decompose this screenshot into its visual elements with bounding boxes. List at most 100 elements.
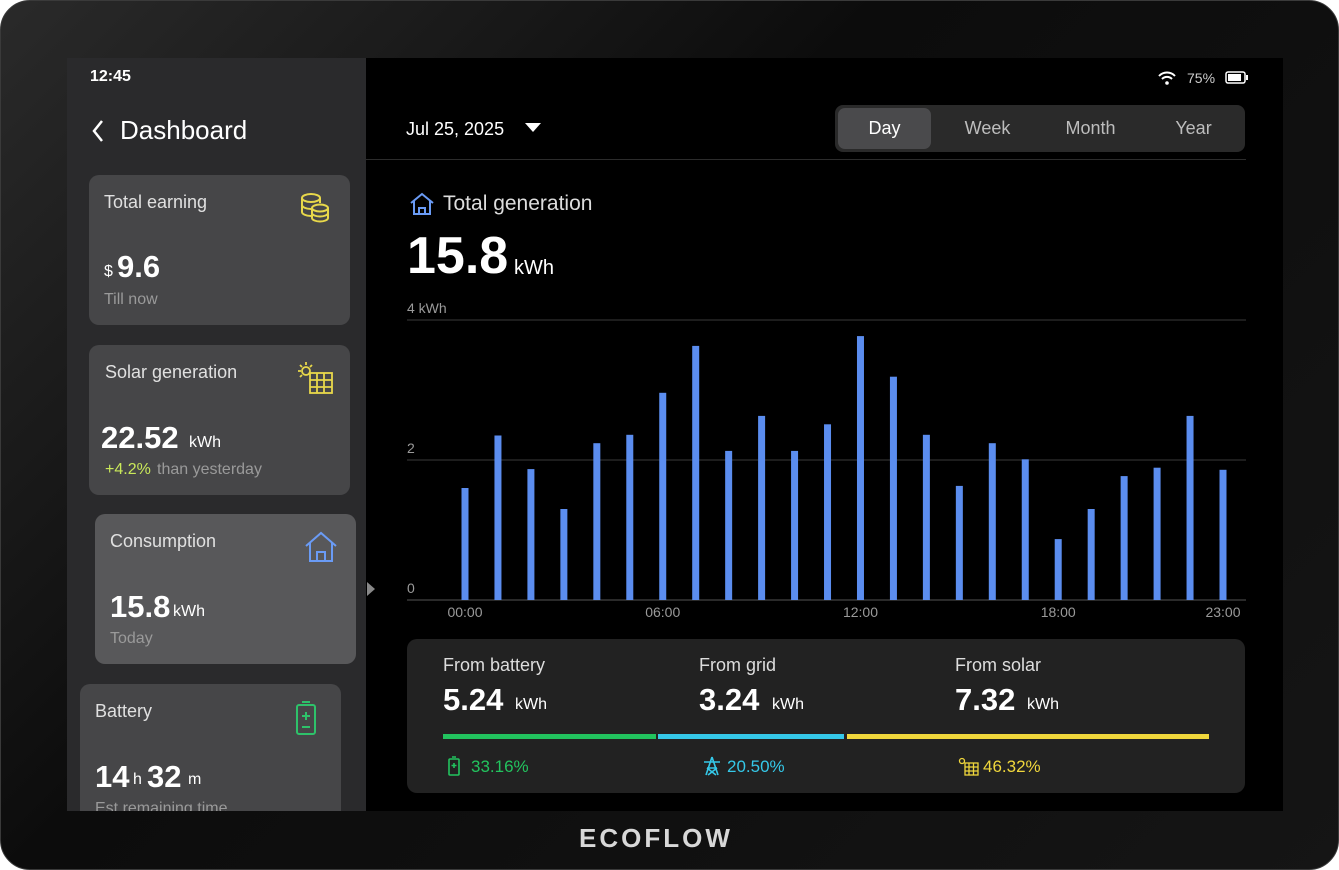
bar: [856, 336, 864, 600]
solar-card[interactable]: Solar generation 22.52 kWh +4.2% than ye…: [89, 345, 350, 495]
bar: [1153, 467, 1161, 600]
bar: [593, 443, 601, 600]
source-value: 5.24: [443, 682, 504, 717]
bar: [692, 345, 700, 600]
y-tick-label: 4 kWh: [407, 300, 447, 316]
battery-hours: 14: [95, 759, 130, 794]
tab[interactable]: Day: [838, 108, 931, 149]
consumption-unit: kWh: [173, 603, 205, 620]
card-note: than yesterday: [157, 461, 262, 478]
y-tick-label: 0: [407, 580, 415, 596]
share-bar: [443, 734, 656, 739]
battery-card[interactable]: Battery 14 h 32 m Est remaining time: [80, 684, 341, 811]
chart: 0 2 4 kWh 00:00 06:00 12:00 18:00 23:00: [407, 300, 1246, 620]
grid-icon: [704, 756, 720, 776]
bar: [922, 434, 930, 600]
home-icon: [410, 192, 434, 215]
tab[interactable]: Week: [964, 118, 1011, 138]
solar-unit: kWh: [189, 434, 221, 451]
share-bar: [658, 734, 844, 739]
x-tick-label: 00:00: [447, 604, 482, 620]
card-title: Consumption: [110, 531, 217, 551]
date-picker[interactable]: Jul 25, 2025: [406, 119, 505, 139]
consumption-value: 15.8: [110, 589, 171, 624]
card-title: Total earning: [104, 192, 208, 212]
bar: [824, 424, 832, 600]
minutes-unit: m: [188, 771, 202, 788]
card-title: Solar generation: [105, 362, 238, 382]
dropdown-icon[interactable]: [525, 123, 541, 133]
share-bar: [847, 734, 1209, 739]
card-note: Est remaining time: [95, 800, 228, 811]
total-value: 15.8: [407, 227, 509, 285]
back-icon[interactable]: [91, 119, 105, 143]
earning-value: 9.6: [117, 249, 161, 284]
source-label: From battery: [443, 655, 546, 675]
x-tick-label: 23:00: [1205, 604, 1240, 620]
breakdown-panel: From battery 5.24 kWh From grid 3.24 kWh…: [407, 639, 1245, 793]
sidebar: 12:45 Dashboard Total earning $ 9.6 Till…: [67, 58, 375, 811]
bar: [889, 376, 897, 600]
bar: [527, 469, 535, 600]
bar: [1021, 459, 1029, 600]
hours-unit: h: [133, 771, 142, 788]
tab[interactable]: Month: [1065, 118, 1116, 138]
x-tick-label: 06:00: [645, 604, 680, 620]
bar: [1120, 476, 1128, 600]
bar: [1186, 415, 1194, 600]
x-tick-label: 12:00: [843, 604, 878, 620]
card-title: Battery: [95, 701, 153, 721]
earning-card[interactable]: Total earning $ 9.6 Till now: [89, 175, 350, 325]
bar: [461, 488, 469, 600]
screen: 12:45 Dashboard Total earning $ 9.6 Till…: [67, 58, 1283, 811]
status-time: 12:45: [90, 68, 131, 85]
home-icon: [305, 531, 337, 562]
source-label: From grid: [699, 655, 777, 675]
solar-change: +4.2%: [105, 461, 151, 478]
selected-arrow: [367, 582, 375, 596]
solar-icon: [958, 757, 979, 776]
bar: [494, 435, 502, 600]
battery-icon: [296, 701, 316, 735]
bar: [1054, 539, 1062, 600]
source-value: 7.32: [955, 682, 1016, 717]
x-tick-label: 18:00: [1041, 604, 1076, 620]
source-share: 46.32%: [983, 757, 1041, 776]
battery-status-icon: [1225, 71, 1248, 84]
source-value: 3.24: [699, 682, 760, 717]
battery-minutes: 32: [147, 759, 182, 794]
bar: [626, 434, 634, 600]
divider: [366, 159, 1246, 160]
tab[interactable]: Year: [1175, 118, 1212, 138]
brand-logo: ECOFLOW: [579, 823, 733, 853]
wifi-icon: [1158, 71, 1176, 85]
source-share: 33.16%: [471, 757, 529, 776]
bar: [988, 443, 996, 600]
total-unit: kWh: [514, 257, 554, 279]
y-tick-label: 2: [407, 440, 415, 456]
coins-icon: [301, 193, 329, 223]
tab-bar: Day Week Month Year: [835, 105, 1245, 152]
source-unit: kWh: [1027, 696, 1059, 713]
card-note: Today: [110, 630, 153, 647]
source-unit: kWh: [515, 696, 547, 713]
bar: [725, 450, 733, 600]
solar-value: 22.52: [101, 420, 179, 455]
source-unit: kWh: [772, 696, 804, 713]
consumption-card[interactable]: Consumption 15.8 kWh Today: [95, 514, 356, 664]
source-share: 20.50%: [727, 757, 785, 776]
currency: $: [104, 263, 113, 280]
source-label: From solar: [955, 655, 1042, 675]
chart-heading: Total generation: [443, 192, 593, 215]
bar: [659, 392, 667, 600]
bar: [758, 415, 766, 600]
solar-icon: [298, 362, 333, 394]
card-note: Till now: [104, 291, 158, 308]
battery-icon: [448, 756, 460, 776]
bar: [560, 509, 568, 600]
back-title[interactable]: Dashboard: [120, 115, 248, 145]
bar: [1087, 509, 1095, 600]
bar: [1219, 469, 1227, 600]
battery-percent: 75%: [1187, 70, 1216, 86]
